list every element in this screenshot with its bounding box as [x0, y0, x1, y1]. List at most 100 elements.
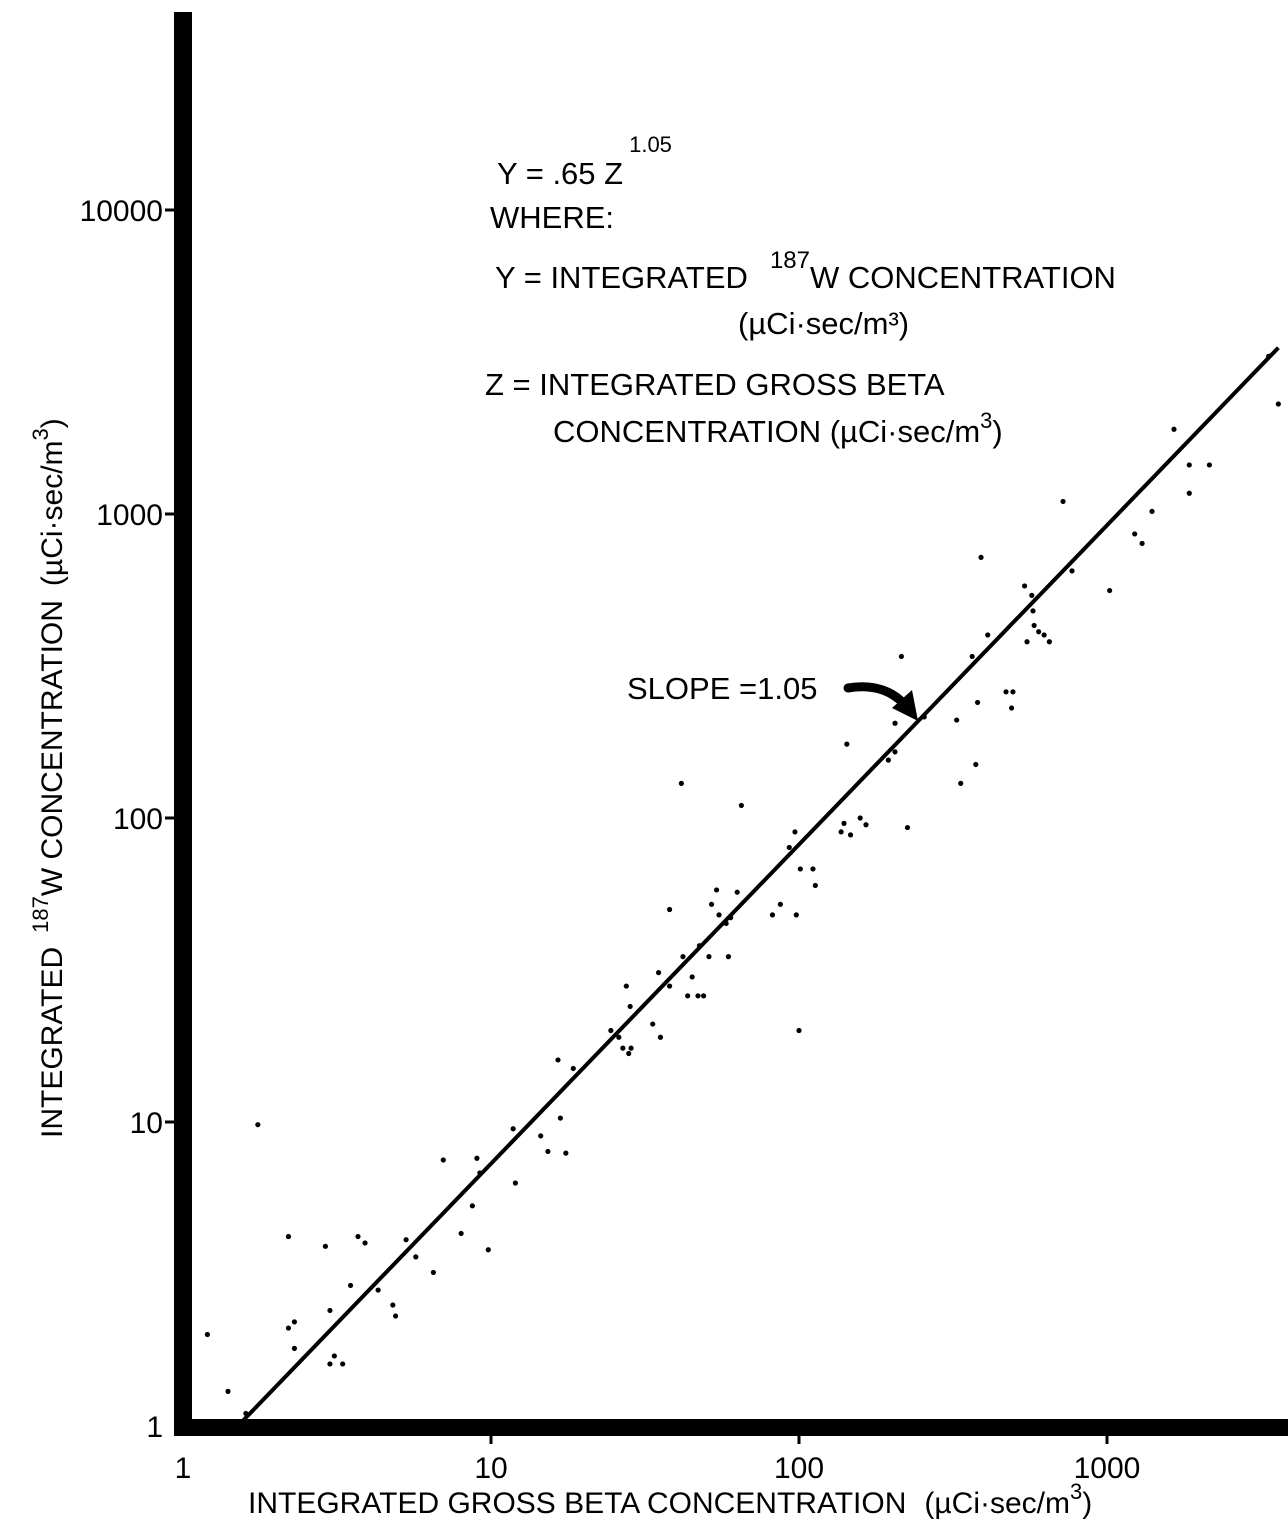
data-point-65: [777, 901, 783, 907]
slope-arrow-icon: [843, 682, 911, 711]
data-point-100: [1036, 629, 1042, 635]
slope-label: SLOPE =1.05: [627, 671, 817, 706]
data-point-34: [563, 1150, 569, 1156]
data-point-68: [793, 912, 799, 918]
data-point-22: [440, 1157, 446, 1163]
x-tick-label-0: 1: [175, 1452, 192, 1485]
data-point-82: [898, 653, 904, 660]
data-point-35: [570, 1065, 576, 1072]
equation-text: Y = .65 Z1.05: [497, 132, 672, 191]
data-point-8: [322, 1243, 329, 1249]
data-point-114: [1275, 401, 1281, 407]
data-point-83: [904, 824, 911, 831]
y-definition-unit: (µCi·sec/m³): [738, 306, 909, 341]
slope-arrowhead-icon: [892, 690, 918, 721]
data-point-91: [985, 632, 991, 638]
data-point-79: [885, 757, 891, 763]
data-point-93: [1008, 705, 1015, 711]
data-point-55: [706, 954, 712, 960]
ticks: [165, 208, 1109, 1444]
data-point-18: [392, 1313, 399, 1319]
data-point-52: [695, 993, 701, 999]
y-tick-label-3: 1000: [96, 499, 163, 532]
data-point-95: [1021, 583, 1028, 589]
data-point-86: [958, 780, 964, 786]
data-point-10: [327, 1361, 333, 1367]
data-point-71: [810, 866, 816, 872]
data-point-62: [734, 889, 740, 895]
data-point-60: [725, 954, 732, 960]
data-point-21: [430, 1269, 436, 1276]
data-point-1: [225, 1388, 231, 1394]
data-point-78: [863, 822, 869, 828]
data-point-104: [1069, 568, 1075, 574]
data-point-31: [545, 1148, 551, 1155]
data-point-36: [608, 1027, 614, 1034]
data-point-23: [458, 1230, 464, 1237]
data-point-30: [538, 1133, 544, 1139]
data-point-106: [1132, 531, 1138, 537]
z-definition-line2: CONCENTRATION (µCi·sec/m3): [553, 408, 1003, 449]
data-point-57: [713, 887, 720, 893]
data-point-70: [797, 866, 803, 872]
fit-line: [235, 346, 1280, 1429]
data-point-24: [469, 1203, 475, 1209]
y-tick-label-4: 10000: [80, 195, 163, 228]
data-point-45: [655, 970, 662, 976]
data-point-17: [390, 1302, 396, 1308]
data-point-11: [331, 1353, 337, 1359]
data-point-48: [678, 780, 684, 786]
data-point-87: [969, 653, 975, 660]
data-point-74: [841, 820, 847, 826]
y-tick-label-0: 1: [146, 1411, 163, 1444]
data-point-42: [627, 1003, 633, 1010]
data-point-72: [812, 882, 818, 889]
data-point-13: [347, 1282, 354, 1289]
data-point-96: [1024, 639, 1030, 645]
data-point-39: [623, 983, 629, 989]
data-point-40: [626, 1050, 632, 1057]
y-definition: Y = INTEGRATED 187W CONCENTRATION: [495, 247, 1116, 295]
fit-line-group: [235, 346, 1280, 1429]
data-point-76: [847, 832, 854, 838]
data-point-28: [510, 1126, 516, 1132]
x-axis-line: [174, 1419, 1288, 1436]
axes: [174, 12, 1288, 1436]
data-point-3: [255, 1122, 261, 1128]
data-point-97: [1029, 592, 1035, 598]
data-point-63: [738, 802, 744, 809]
data-point-85: [954, 717, 960, 723]
data-point-112: [1206, 462, 1212, 468]
equation-annotation: Y = .65 Z1.05 WHERE: Y = INTEGRATED 187W …: [485, 132, 1116, 449]
data-point-49: [680, 954, 686, 960]
data-point-77: [857, 815, 863, 821]
data-point-47: [666, 906, 673, 913]
data-point-89: [974, 699, 981, 706]
data-point-66: [786, 844, 792, 851]
data-point-29: [512, 1180, 518, 1186]
data-point-94: [1010, 689, 1016, 695]
data-point-73: [838, 829, 844, 835]
data-point-56: [708, 901, 715, 907]
data-point-58: [716, 912, 722, 918]
data-point-90: [978, 554, 984, 560]
data-point-50: [685, 993, 691, 999]
slope-annotation: SLOPE =1.05: [627, 671, 918, 721]
data-point-4: [285, 1233, 292, 1240]
data-point-9: [327, 1307, 333, 1314]
data-point-109: [1171, 426, 1177, 432]
data-point-14: [355, 1233, 361, 1240]
x-tick-label-2: 100: [774, 1452, 824, 1485]
data-point-105: [1107, 587, 1113, 594]
z-definition-line1: Z = INTEGRATED GROSS BETA: [485, 367, 945, 402]
tick-labels: 1 10 100 1000 1 10 100 1000 10000: [80, 195, 1141, 1485]
data-point-44: [657, 1034, 664, 1040]
data-point-75: [844, 741, 850, 747]
data-point-98: [1030, 608, 1036, 614]
data-point-32: [555, 1057, 561, 1063]
data-point-81: [892, 720, 898, 726]
data-point-33: [557, 1115, 563, 1121]
data-point-19: [403, 1237, 409, 1243]
data-point-107: [1139, 540, 1145, 547]
